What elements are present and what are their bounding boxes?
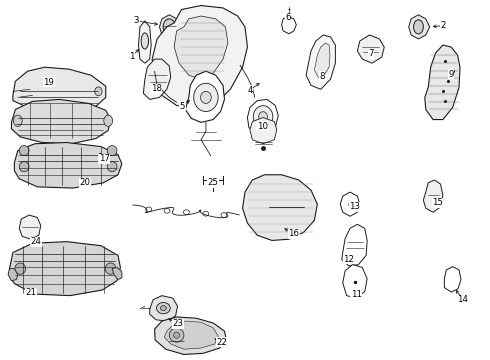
Ellipse shape [146, 207, 152, 212]
Polygon shape [250, 118, 277, 144]
Polygon shape [14, 143, 122, 188]
Text: 1: 1 [129, 52, 134, 61]
Text: 15: 15 [433, 198, 443, 207]
Ellipse shape [107, 145, 117, 156]
Polygon shape [185, 71, 224, 122]
Polygon shape [444, 267, 461, 292]
Polygon shape [315, 43, 330, 77]
Text: 5: 5 [180, 102, 185, 111]
Polygon shape [13, 67, 106, 112]
Ellipse shape [163, 19, 175, 35]
Text: 10: 10 [257, 122, 268, 131]
Polygon shape [139, 21, 151, 63]
Polygon shape [409, 15, 430, 39]
Text: 23: 23 [172, 319, 183, 328]
Ellipse shape [173, 332, 179, 338]
Polygon shape [152, 5, 247, 109]
Polygon shape [425, 45, 460, 120]
Ellipse shape [259, 112, 268, 122]
Polygon shape [306, 35, 335, 89]
Text: 19: 19 [43, 78, 54, 87]
Ellipse shape [203, 211, 209, 216]
Text: 6: 6 [285, 13, 291, 22]
Polygon shape [155, 317, 226, 355]
Ellipse shape [183, 210, 189, 215]
Ellipse shape [169, 328, 184, 342]
Ellipse shape [194, 83, 218, 112]
Polygon shape [112, 267, 122, 279]
Polygon shape [357, 35, 384, 63]
Text: 3: 3 [134, 16, 139, 25]
Ellipse shape [19, 162, 29, 172]
Ellipse shape [104, 115, 113, 126]
Polygon shape [164, 321, 218, 349]
Polygon shape [11, 99, 111, 144]
Polygon shape [150, 296, 177, 321]
Ellipse shape [19, 145, 29, 156]
Text: 8: 8 [319, 72, 325, 81]
Text: 25: 25 [208, 178, 219, 187]
Text: 14: 14 [458, 295, 468, 304]
Polygon shape [9, 242, 121, 296]
Ellipse shape [13, 115, 22, 126]
Text: 9: 9 [448, 69, 454, 78]
Polygon shape [159, 15, 179, 39]
Polygon shape [343, 265, 367, 298]
Polygon shape [342, 224, 367, 266]
Polygon shape [8, 269, 18, 281]
Polygon shape [247, 99, 278, 135]
Ellipse shape [105, 263, 116, 274]
Ellipse shape [414, 20, 423, 34]
Ellipse shape [253, 105, 273, 128]
Ellipse shape [221, 213, 227, 217]
Polygon shape [423, 180, 443, 212]
Ellipse shape [157, 302, 170, 314]
Text: 22: 22 [216, 338, 227, 347]
Ellipse shape [141, 33, 148, 49]
Text: 17: 17 [99, 154, 110, 163]
Polygon shape [243, 175, 318, 240]
Ellipse shape [95, 87, 102, 96]
Ellipse shape [164, 208, 170, 213]
Ellipse shape [107, 162, 117, 172]
Polygon shape [282, 17, 296, 34]
Text: 12: 12 [343, 255, 354, 264]
Ellipse shape [15, 263, 25, 274]
Polygon shape [144, 59, 171, 99]
Text: 4: 4 [247, 86, 253, 95]
Text: 18: 18 [150, 84, 162, 93]
Text: 24: 24 [30, 237, 41, 246]
Polygon shape [174, 16, 228, 79]
Text: 13: 13 [349, 202, 361, 211]
Ellipse shape [160, 306, 166, 311]
Text: 2: 2 [440, 21, 445, 30]
Text: 20: 20 [79, 178, 90, 187]
Polygon shape [340, 192, 360, 216]
Text: 11: 11 [351, 289, 362, 298]
Text: 16: 16 [288, 229, 299, 238]
Ellipse shape [200, 91, 211, 103]
Text: 7: 7 [368, 49, 374, 58]
Text: 21: 21 [25, 288, 36, 297]
Polygon shape [19, 215, 41, 239]
